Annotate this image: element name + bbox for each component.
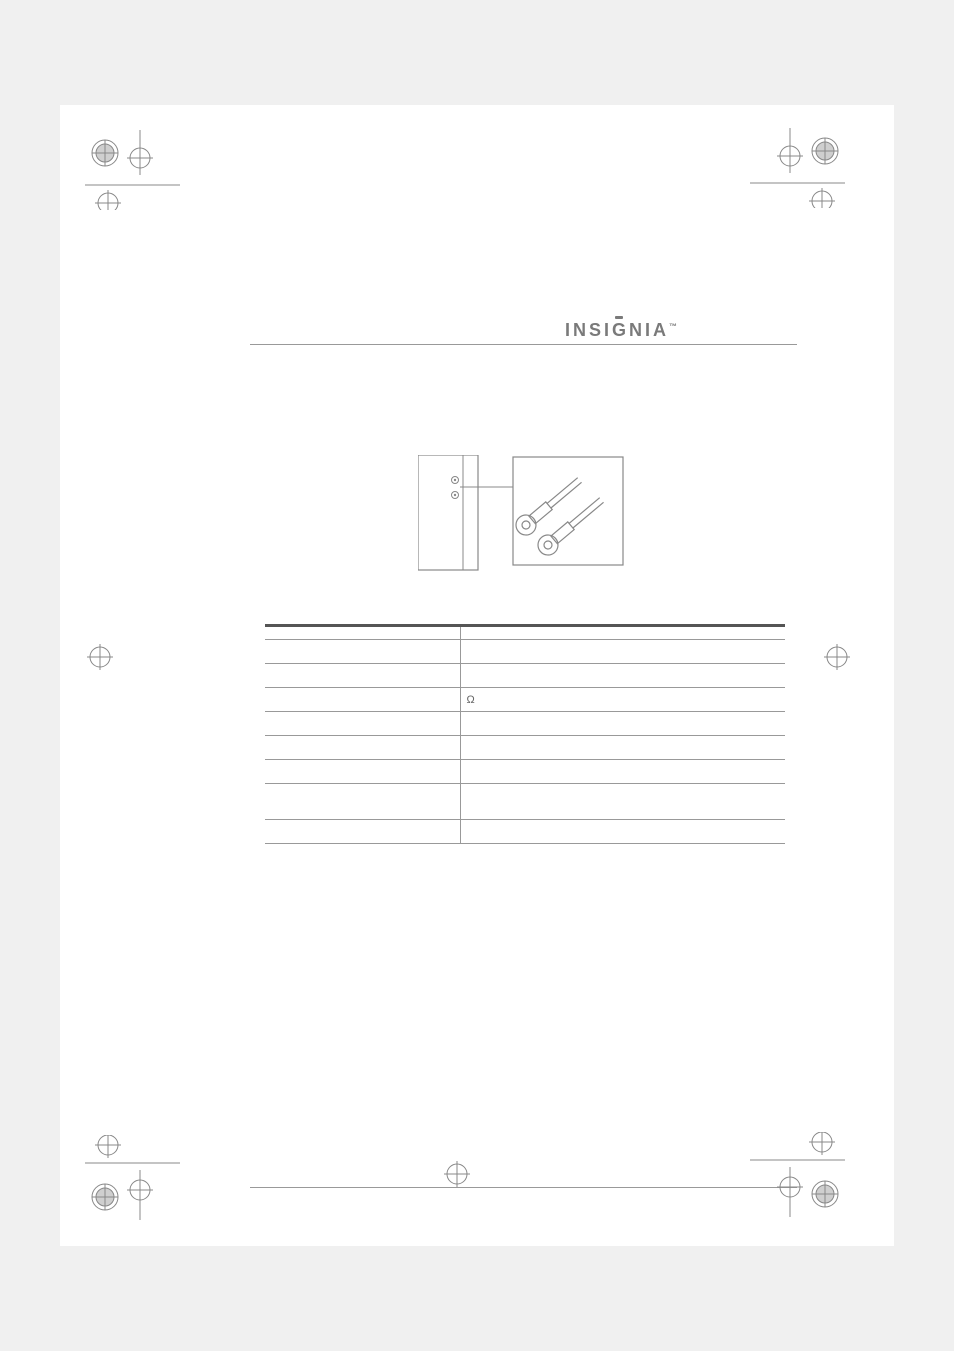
brand-logo: INSIGNIA™ xyxy=(565,320,677,341)
spec-value-cell xyxy=(460,640,785,664)
spec-value-cell xyxy=(460,760,785,784)
spec-label-cell xyxy=(265,760,460,784)
spec-value-cell xyxy=(460,820,785,844)
spec-label-cell xyxy=(265,820,460,844)
table-row xyxy=(265,626,785,640)
connection-diagram xyxy=(418,455,628,575)
spec-label-cell xyxy=(265,640,460,664)
table-row xyxy=(265,712,785,736)
spec-label-cell xyxy=(265,712,460,736)
table-row xyxy=(265,784,785,820)
spec-label-cell xyxy=(265,664,460,688)
table-row xyxy=(265,664,785,688)
spec-value-cell: Ω xyxy=(460,688,785,712)
spec-label-cell xyxy=(265,784,460,820)
spec-table: Ω xyxy=(265,624,785,844)
header-rule xyxy=(250,344,797,345)
spec-value-cell xyxy=(460,784,785,820)
spec-label-cell xyxy=(265,736,460,760)
brand-text: INSIGNIA™ xyxy=(565,320,677,340)
page: INSIGNIA™ xyxy=(60,105,894,1246)
spec-value-cell xyxy=(460,712,785,736)
spec-label-cell xyxy=(265,688,460,712)
trademark-symbol: ™ xyxy=(669,322,677,331)
spec-value-cell xyxy=(460,626,785,640)
table-row xyxy=(265,820,785,844)
spec-label-cell xyxy=(265,626,460,640)
table-row: Ω xyxy=(265,688,785,712)
table-row xyxy=(265,736,785,760)
spec-value-cell xyxy=(460,736,785,760)
table-row xyxy=(265,640,785,664)
footer-rule xyxy=(250,1187,797,1188)
spec-value-cell xyxy=(460,664,785,688)
table-row xyxy=(265,760,785,784)
